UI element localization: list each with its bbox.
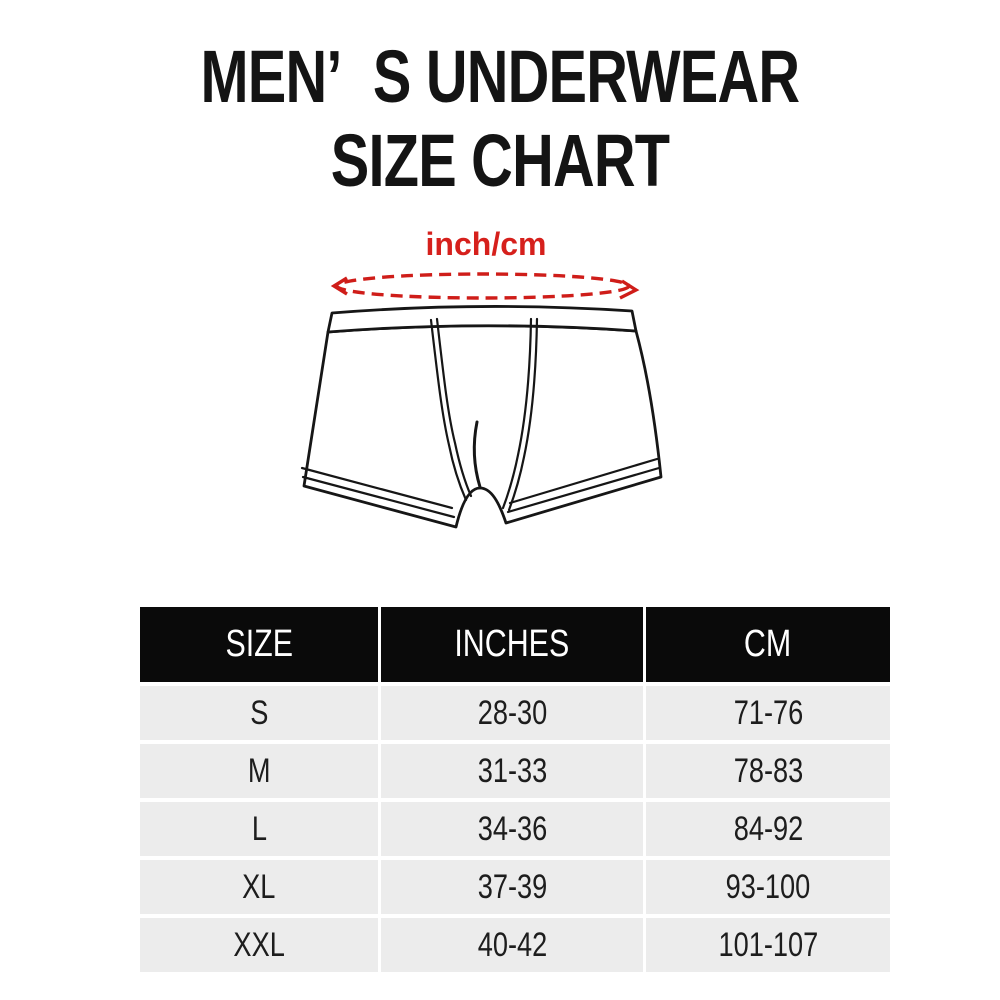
cell-size: XL <box>140 860 378 914</box>
page-title-line2: SIZE CHART <box>330 119 670 202</box>
cell-cm: 93-100 <box>646 860 890 914</box>
cell-inches: 31-33 <box>381 744 643 798</box>
size-table: SIZE INCHES CM S 28-30 71-76 M 31-33 78-… <box>140 607 890 972</box>
title-part2: S UNDERWEAR <box>372 35 800 118</box>
size-table-body: S 28-30 71-76 M 31-33 78-83 L 34-36 84-9… <box>140 686 890 972</box>
size-table-header: SIZE INCHES CM <box>140 607 890 682</box>
page-title-line1: MEN’ S UNDERWEAR <box>0 34 1000 119</box>
table-row-xxl: XXL 40-42 101-107 <box>140 918 890 972</box>
table-row-l: L 34-36 84-92 <box>140 802 890 856</box>
cell-inches: 40-42 <box>381 918 643 972</box>
cell-inches: 28-30 <box>381 686 643 740</box>
table-row-s: S 28-30 71-76 <box>140 686 890 740</box>
measurement-unit-label: inch/cm <box>425 226 547 262</box>
cell-size: XXL <box>140 918 378 972</box>
cell-size: M <box>140 744 378 798</box>
cell-inches: 37-39 <box>381 860 643 914</box>
cell-cm: 84-92 <box>646 802 890 856</box>
header-inches: INCHES <box>381 607 643 682</box>
table-row-xl: XL 37-39 93-100 <box>140 860 890 914</box>
cell-inches: 34-36 <box>381 802 643 856</box>
cell-cm: 71-76 <box>646 686 890 740</box>
cell-size: L <box>140 802 378 856</box>
boxer-briefs-illustration <box>300 272 663 529</box>
header-size: SIZE <box>140 607 378 682</box>
cell-cm: 78-83 <box>646 744 890 798</box>
arrow-left-icon <box>330 276 348 296</box>
cell-cm: 101-107 <box>646 918 890 972</box>
header-cm: CM <box>646 607 890 682</box>
waist-measure-ellipse-icon <box>330 272 640 300</box>
arrow-right-icon <box>619 279 640 300</box>
boxer-briefs-outline <box>300 305 663 529</box>
cell-size: S <box>140 686 378 740</box>
table-row-m: M 31-33 78-83 <box>140 744 890 798</box>
title-part1: MEN’ <box>200 35 343 118</box>
